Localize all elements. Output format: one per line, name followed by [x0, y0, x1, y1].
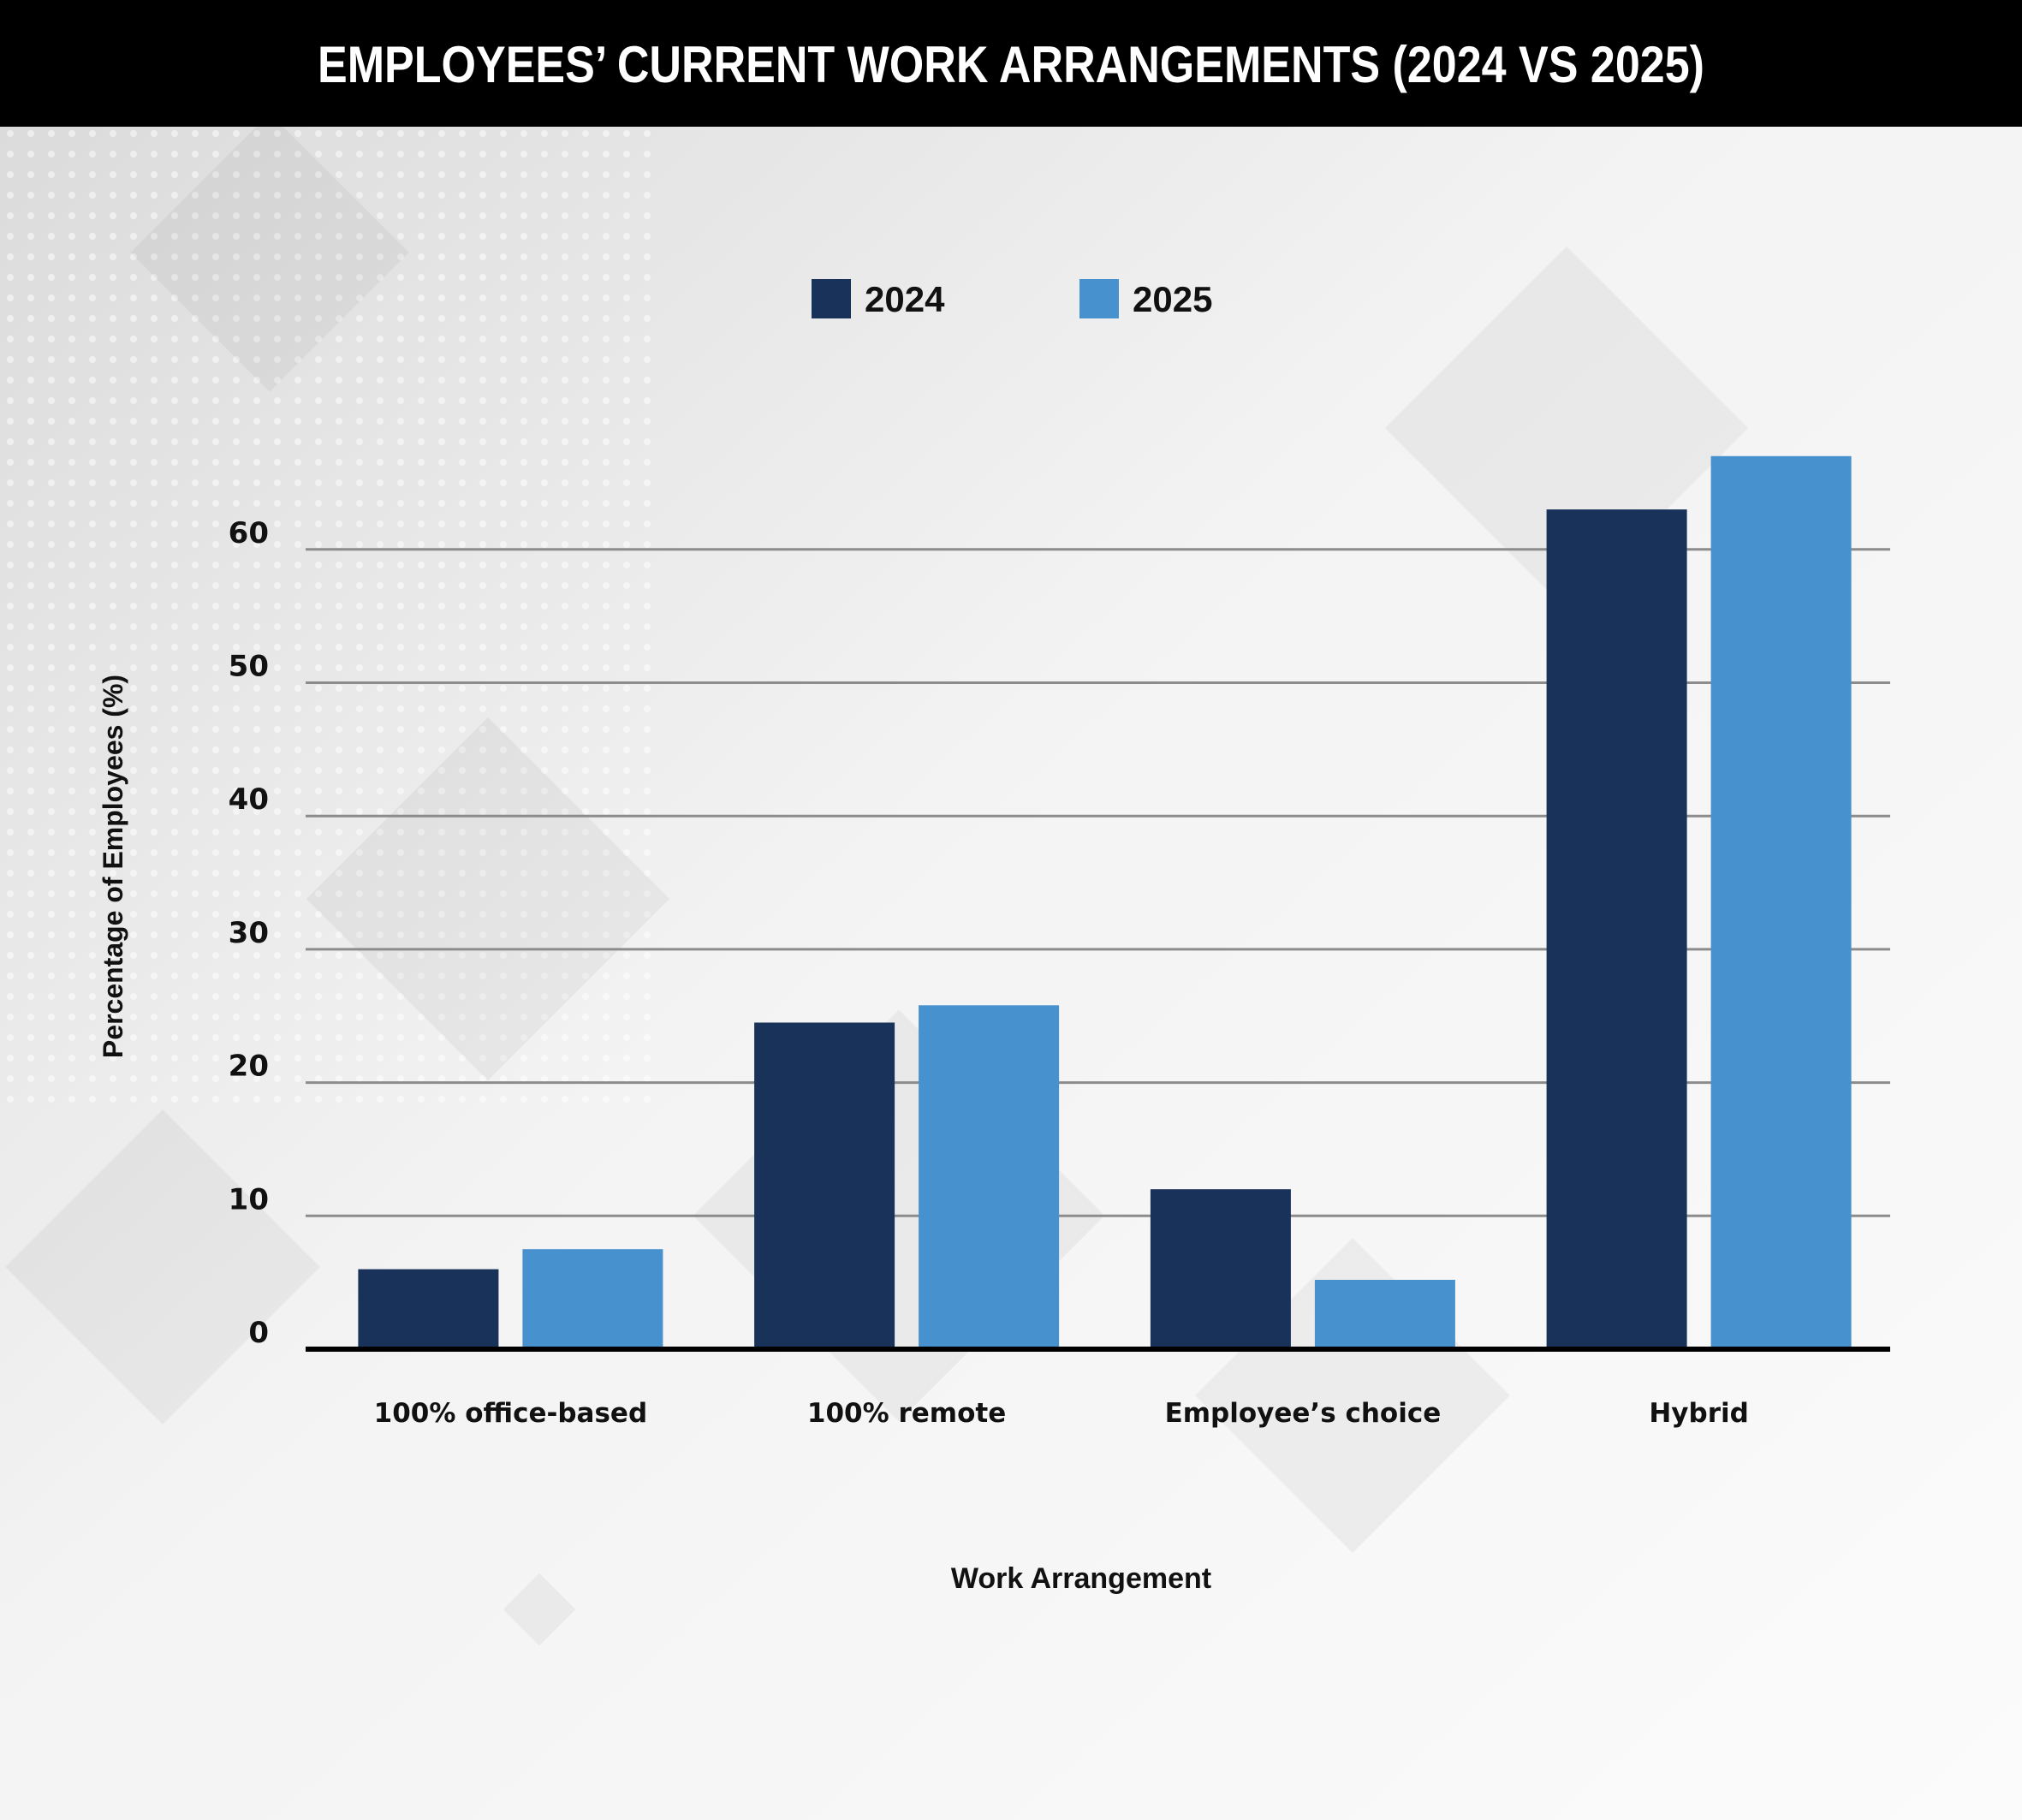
bar-2025-2	[1314, 1280, 1455, 1349]
chart-title: EMPLOYEES’ CURRENT WORK ARRANGEMENTS (20…	[318, 36, 1704, 93]
bars	[358, 455, 1852, 1349]
x-category-label-3: Hybrid	[1649, 1398, 1748, 1429]
y-tick-label-10: 10	[229, 1182, 269, 1216]
y-axis-title: Percentage of Employees (%)	[98, 675, 128, 1058]
y-tick-label-20: 20	[229, 1050, 269, 1084]
legend: 2024 2025	[812, 279, 1212, 319]
y-tick-label-0: 0	[248, 1316, 269, 1350]
y-tick-label-60: 60	[229, 516, 269, 550]
bar-2024-0	[358, 1269, 499, 1349]
bar-2024-3	[1546, 509, 1687, 1349]
x-category-label-0: 100% office-based	[374, 1398, 647, 1429]
title-band	[0, 0, 2022, 127]
bar-2025-0	[522, 1249, 663, 1349]
y-tick-label-30: 30	[229, 916, 269, 950]
bar-2025-3	[1710, 455, 1852, 1349]
x-axis-title: Work Arrangement	[951, 1562, 1211, 1595]
legend-swatch-2024	[812, 279, 851, 318]
legend-label-2025: 2025	[1133, 279, 1212, 319]
x-category-label-2: Employee’s choice	[1165, 1398, 1442, 1429]
legend-swatch-2025	[1079, 279, 1119, 318]
x-category-label-1: 100% remote	[807, 1398, 1006, 1429]
bar-2025-1	[919, 1005, 1060, 1349]
y-tick-label-50: 50	[229, 650, 269, 684]
bar-2024-1	[754, 1022, 895, 1349]
legend-label-2024: 2024	[865, 279, 945, 319]
y-axis-ticks: 0 10 20 30 40 50 60	[229, 516, 269, 1350]
bar-2024-2	[1150, 1189, 1291, 1349]
y-tick-label-40: 40	[229, 782, 269, 817]
x-axis-categories: 100% office-based 100% remote Employee’s c…	[374, 1398, 1749, 1429]
